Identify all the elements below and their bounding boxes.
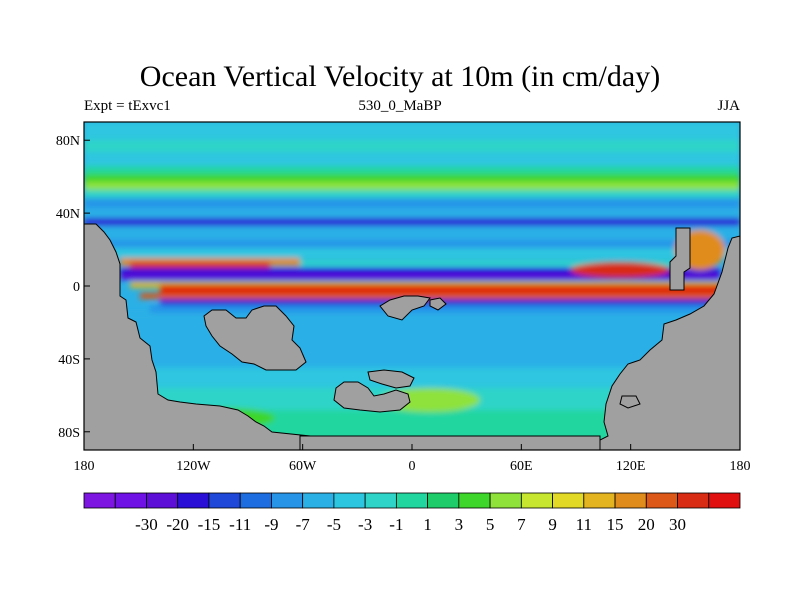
southeast-islet [619,395,641,409]
colorbar-swatch [614,492,647,509]
lat-tick-label: 40S [58,353,80,368]
colorbar-swatch [333,492,366,509]
small-island-a [379,295,431,321]
western-continent [84,223,311,450]
colorbar-label: -20 [166,515,189,534]
experiment-label: Expt = tExvc1 [84,98,171,114]
central-island [203,305,307,371]
colorbar-label: 5 [486,515,495,534]
time-label: 530_0_MaBP [358,98,442,114]
lon-tick-label: 180 [74,459,95,474]
field-band [84,208,740,218]
season-label: JJA [717,98,740,114]
colorbar-label: -15 [198,515,221,534]
colorbar-swatch [458,492,491,509]
colorbar-label: -1 [389,515,403,534]
field-band [84,182,740,190]
field-band [84,218,740,226]
colorbar-swatch [645,492,678,509]
colorbar-swatch [520,492,553,509]
colorbar-swatch [583,492,616,509]
field-band [130,262,270,268]
colorbar-swatch [302,492,335,509]
lon-tick-label: 120E [616,459,646,474]
field-band [84,122,740,140]
colorbar: -30 -20 -15 -11 -9 -7 -5 -3 -1 1 3 5 7 9 11 15 20 30 [83,492,741,534]
lat-tick-label: 40N [56,207,80,222]
colorbar-label: 3 [455,515,464,534]
small-island-b [429,297,447,311]
colorbar-swatch [552,492,585,509]
colorbar-swatch [271,492,304,509]
field-band [84,174,740,182]
southern-island [333,381,411,413]
map-plot-area [84,122,740,450]
field-band [84,152,740,166]
southern-coast [299,435,601,450]
colorbar-label: -30 [135,515,158,534]
colorbar-swatch [489,492,522,509]
latitude-axis: 80N 40N 0 40S 80S [56,134,90,441]
lon-tick-label: 0 [409,459,416,474]
field-band [84,313,740,368]
colorbar-swatch [208,492,241,509]
colorbar-swatch [83,492,116,509]
field-band [160,285,730,293]
colorbar-label: 11 [576,515,592,534]
lat-tick-label: 0 [73,280,80,295]
colorbar-swatch [177,492,210,509]
field-band [84,166,740,174]
colorbar-swatch [239,492,272,509]
southern-island-b [367,369,415,389]
field-band [84,226,740,240]
colorbar-swatch [395,492,429,509]
colorbar-swatch [677,492,710,509]
colorbar-label: -5 [327,515,341,534]
colorbar-label: -3 [358,515,372,534]
field-band [84,140,740,152]
lon-tick-label: 60E [510,459,533,474]
eastern-strait-island [669,227,691,291]
colorbar-label: -9 [264,515,278,534]
field-band [84,198,740,208]
colorbar-swatch [146,492,179,509]
colorbar-swatch [708,492,741,509]
colorbar-swatch [364,492,397,509]
field-band [120,268,720,274]
field-band [570,262,670,278]
lon-tick-label: 60W [289,459,317,474]
colorbar-label: 9 [548,515,557,534]
colorbar-label: 30 [669,515,686,534]
lat-tick-label: 80N [56,134,80,149]
lon-tick-label: 120W [176,459,211,474]
colorbar-label: 1 [423,515,432,534]
field-band [120,274,720,280]
colorbar-swatch [427,492,460,509]
field-band [140,293,730,299]
field-band [300,260,680,266]
colorbar-label: 20 [638,515,655,534]
colorbar-label: 15 [607,515,624,534]
lat-tick-label: 80S [58,426,80,441]
field-band [84,240,740,248]
field-band [84,248,740,258]
longitude-axis: 180 120W 60W 0 60E 120E 180 [74,444,751,474]
colorbar-label: -7 [296,515,311,534]
lon-tick-label: 180 [730,459,751,474]
land-masses [84,223,740,450]
field-band [84,190,740,198]
colorbar-label: 7 [517,515,526,534]
colorbar-swatch [114,492,147,509]
plot-title: Ocean Vertical Velocity at 10m (in cm/da… [139,60,661,93]
colorbar-label: -11 [229,515,251,534]
